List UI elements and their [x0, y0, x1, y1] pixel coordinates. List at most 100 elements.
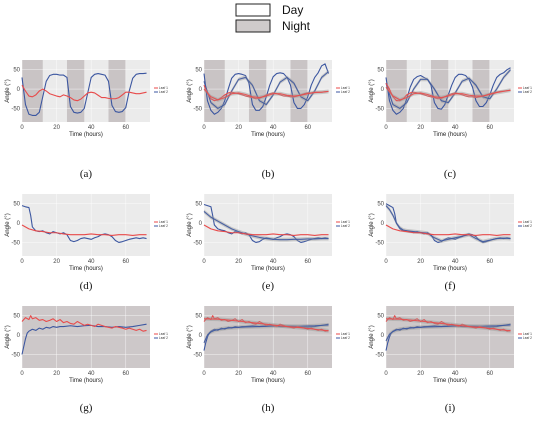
y-axis-label: Angle (°): [187, 325, 193, 348]
series-fit-line: [203, 71, 329, 109]
legend-entry: Leaf 1: [341, 220, 350, 224]
x-tick-label: 40: [270, 125, 277, 131]
day-label: Day: [282, 3, 303, 17]
x-tick-label: 0: [20, 125, 24, 131]
x-axis-label: Time (hours): [251, 378, 285, 384]
legend-entry: Leaf 1: [523, 86, 532, 90]
x-axis-label: Time (hours): [251, 266, 285, 272]
panel-caption: (d): [80, 280, 93, 292]
x-tick-label: 60: [486, 371, 493, 377]
x-axis-label: Time (hours): [69, 378, 103, 384]
panel-caption: (h): [262, 402, 275, 414]
y-tick-label: -50: [11, 240, 20, 246]
legend-entry: Leaf 2: [159, 336, 168, 340]
series-line: [21, 224, 147, 237]
y-tick-label: -50: [193, 106, 202, 112]
x-tick-label: 20: [235, 259, 242, 265]
series-ribbon: [386, 85, 511, 102]
x-tick-label: 40: [88, 259, 95, 265]
y-tick-label: 0: [17, 87, 21, 93]
legend-entry: Leaf 2: [341, 224, 350, 228]
panel-f: 0 20 40 60 50 0 -50 Time (hours) Angle (°) Leaf 1…: [369, 194, 532, 292]
night-band: [22, 60, 43, 122]
panel-caption: (b): [262, 168, 275, 180]
x-tick-label: 20: [235, 371, 242, 377]
series-line: [21, 72, 147, 116]
x-axis-label: Time (hours): [251, 132, 285, 138]
series-fit-line: [385, 86, 511, 101]
x-tick-label: 0: [384, 125, 388, 131]
x-tick-label: 20: [235, 125, 242, 131]
series-line: [21, 315, 147, 332]
series-fit-line: [203, 211, 329, 241]
legend-entry: Leaf 1: [159, 332, 168, 336]
x-tick-label: 0: [202, 371, 206, 377]
night-band: [66, 60, 85, 122]
y-axis-label: Angle (°): [187, 213, 193, 236]
x-tick-label: 20: [53, 259, 60, 265]
x-tick-label: 20: [417, 259, 424, 265]
y-tick-label: -50: [375, 106, 384, 112]
panel-caption: (a): [80, 168, 93, 180]
y-tick-label: 0: [17, 221, 21, 227]
legend-entry: Leaf 2: [341, 336, 350, 340]
y-tick-label: -50: [193, 352, 202, 358]
legend-entry: Leaf 1: [523, 332, 532, 336]
panel-h: 0 20 40 60 50 0 -50 Time (hours) Angle (°) Leaf 1…: [187, 306, 350, 414]
y-tick-label: -50: [11, 106, 20, 112]
x-tick-label: 40: [88, 371, 95, 377]
night-swatch: [235, 19, 271, 33]
series-line: [203, 63, 330, 115]
y-tick-label: 50: [195, 202, 202, 208]
night-band: [472, 60, 490, 122]
panel-d: 0 20 40 60 50 0 -50 Time (hours) Angle (°) Leaf 1…: [5, 194, 168, 292]
panel-e: 0 20 40 60 50 0 -50 Time (hours) Angle (°) Leaf 1…: [187, 194, 350, 292]
panel-caption: (f): [445, 280, 456, 292]
series-line: [385, 82, 511, 102]
x-axis-label: Time (hours): [433, 132, 467, 138]
x-tick-label: 40: [452, 259, 459, 265]
y-tick-label: 0: [381, 221, 385, 227]
x-tick-label: 60: [304, 259, 311, 265]
y-tick-label: 50: [377, 202, 384, 208]
legend-entry: Leaf 1: [159, 86, 168, 90]
x-tick-label: 40: [270, 371, 277, 377]
y-tick-label: -50: [375, 240, 384, 246]
panel-a: 0 20 40 60 50 0 -50 Time (hours) Angle (°) Leaf 1…: [5, 60, 168, 180]
panel-caption: (g): [80, 402, 93, 414]
x-tick-label: 40: [88, 125, 95, 131]
panel-c: 0 20 40 60 50 0 -50 Time (hours) Angle (°) Leaf 1…: [369, 60, 532, 180]
plot-background: [386, 194, 514, 256]
y-tick-label: -50: [375, 352, 384, 358]
night-band: [248, 60, 267, 122]
series-line: [203, 84, 329, 102]
x-tick-label: 20: [53, 125, 60, 131]
day-swatch: [235, 3, 271, 17]
y-axis-label: Angle (°): [369, 79, 375, 102]
y-tick-label: 50: [377, 314, 384, 320]
y-tick-label: 0: [381, 333, 385, 339]
x-tick-label: 60: [304, 371, 311, 377]
x-tick-label: 60: [486, 125, 493, 131]
y-tick-label: 50: [377, 68, 384, 74]
y-axis-label: Angle (°): [5, 79, 11, 102]
x-tick-label: 20: [417, 371, 424, 377]
x-axis-label: Time (hours): [69, 266, 103, 272]
y-tick-label: -50: [193, 240, 202, 246]
x-tick-label: 0: [202, 125, 206, 131]
plot-background: [22, 306, 150, 368]
series-fit-line: [203, 318, 329, 332]
legend-entry: Leaf 1: [341, 86, 350, 90]
x-tick-label: 60: [304, 125, 311, 131]
y-tick-label: 0: [381, 87, 385, 93]
y-tick-label: 50: [13, 68, 20, 74]
panel-caption: (e): [262, 280, 275, 292]
night-label: Night: [282, 19, 311, 33]
series-fit-line: [203, 324, 329, 344]
x-axis-label: Time (hours): [433, 266, 467, 272]
y-axis-label: Angle (°): [369, 325, 375, 348]
x-tick-label: 20: [417, 125, 424, 131]
day-night-legend: Day Night: [235, 3, 311, 33]
series-line: [385, 224, 511, 237]
